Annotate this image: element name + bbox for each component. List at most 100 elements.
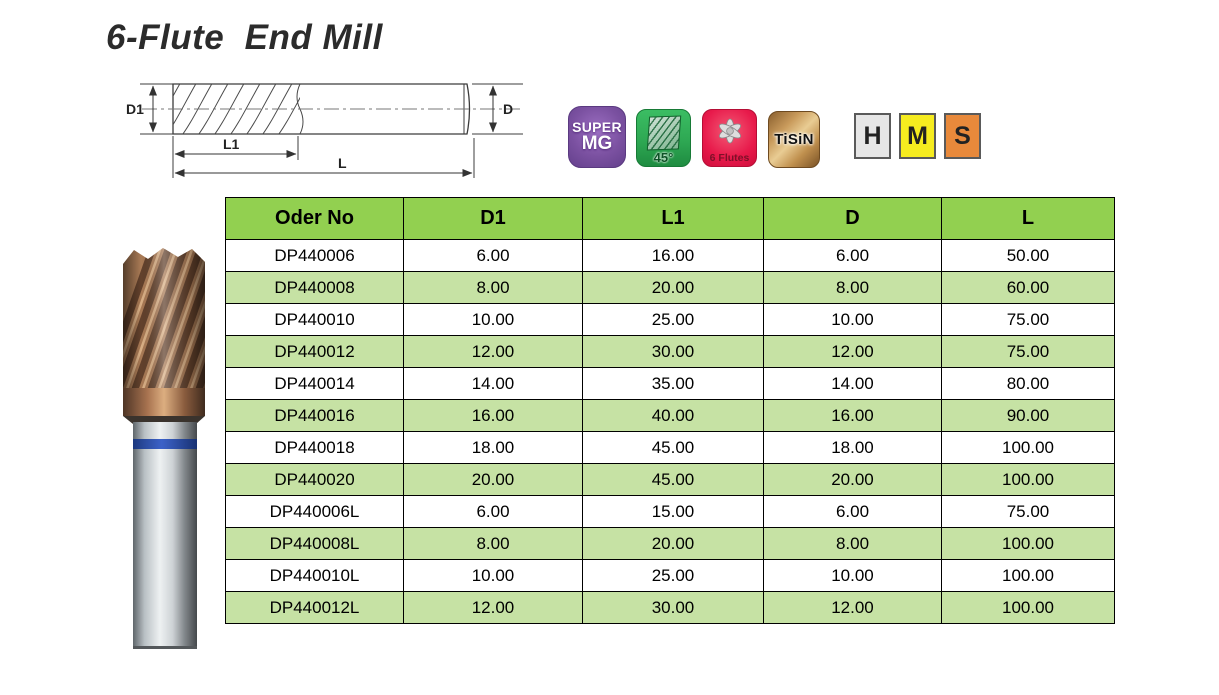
value-cell: 10.00 bbox=[763, 303, 942, 336]
column-header-oder-no: Oder No bbox=[225, 197, 404, 240]
table-row: DP440016 16.00 40.00 16.00 90.00 bbox=[225, 399, 1115, 432]
material-badge-m: M bbox=[899, 113, 936, 159]
value-cell: 10.00 bbox=[403, 559, 583, 592]
table-row: DP440008 8.00 20.00 8.00 60.00 bbox=[225, 271, 1115, 304]
value-cell: 6.00 bbox=[763, 495, 942, 528]
end-mill-photo bbox=[123, 248, 205, 649]
value-cell: 100.00 bbox=[941, 431, 1115, 464]
value-cell: 100.00 bbox=[941, 527, 1115, 560]
value-cell: 6.00 bbox=[763, 239, 942, 272]
value-cell: 8.00 bbox=[763, 271, 942, 304]
value-cell: 60.00 bbox=[941, 271, 1115, 304]
badge-super-mg: SUPER MG bbox=[568, 106, 626, 168]
value-cell: 30.00 bbox=[582, 335, 764, 368]
badge-tisin-coating: TiSiN bbox=[768, 111, 820, 168]
value-cell: 14.00 bbox=[763, 367, 942, 400]
photo-collar bbox=[123, 388, 205, 416]
order-no-cell: DP440006L bbox=[225, 495, 404, 528]
material-h-label: H bbox=[863, 121, 882, 150]
value-cell: 16.00 bbox=[763, 399, 942, 432]
dim-label-l1: L1 bbox=[223, 136, 240, 152]
table-row: DP440012 12.00 30.00 12.00 75.00 bbox=[225, 335, 1115, 368]
column-header-d1: D1 bbox=[403, 197, 583, 240]
value-cell: 8.00 bbox=[403, 527, 583, 560]
dim-label-d1: D1 bbox=[126, 101, 144, 117]
badge-45-degree: 45° bbox=[636, 109, 691, 167]
value-cell: 100.00 bbox=[941, 463, 1115, 496]
order-no-cell: DP440010L bbox=[225, 559, 404, 592]
value-cell: 20.00 bbox=[582, 527, 764, 560]
value-cell: 10.00 bbox=[403, 303, 583, 336]
table-header-row: Oder No D1 L1 D L bbox=[225, 197, 1115, 240]
tisin-label: TiSiN bbox=[774, 131, 814, 148]
value-cell: 100.00 bbox=[941, 559, 1115, 592]
value-cell: 90.00 bbox=[941, 399, 1115, 432]
value-cell: 14.00 bbox=[403, 367, 583, 400]
value-cell: 45.00 bbox=[582, 431, 764, 464]
material-badge-h: H bbox=[854, 113, 891, 159]
table-row: DP440020 20.00 45.00 20.00 100.00 bbox=[225, 463, 1115, 496]
value-cell: 10.00 bbox=[763, 559, 942, 592]
spec-table: Oder No D1 L1 D L DP440006 6.00 16.00 6.00 50.00… bbox=[225, 197, 1115, 624]
value-cell: 75.00 bbox=[941, 303, 1115, 336]
table-row: DP440010 10.00 25.00 10.00 75.00 bbox=[225, 303, 1115, 336]
value-cell: 15.00 bbox=[582, 495, 764, 528]
material-s-label: S bbox=[954, 121, 971, 150]
badge-6-flutes: 6 Flutes bbox=[702, 109, 757, 167]
column-header-l1: L1 bbox=[582, 197, 764, 240]
value-cell: 16.00 bbox=[582, 239, 764, 272]
order-no-cell: DP440012 bbox=[225, 335, 404, 368]
value-cell: 12.00 bbox=[763, 591, 942, 624]
table-row: DP440018 18.00 45.00 18.00 100.00 bbox=[225, 431, 1115, 464]
value-cell: 18.00 bbox=[763, 431, 942, 464]
super-mg-text-top: SUPER bbox=[572, 118, 622, 135]
value-cell: 6.00 bbox=[403, 495, 583, 528]
table-body: DP440006 6.00 16.00 6.00 50.00 DP440008 8.00 20… bbox=[225, 239, 1115, 624]
order-no-cell: DP440014 bbox=[225, 367, 404, 400]
flute-spirals bbox=[173, 84, 300, 134]
material-m-label: M bbox=[907, 121, 928, 150]
photo-blue-ring bbox=[133, 439, 197, 449]
value-cell: 16.00 bbox=[403, 399, 583, 432]
order-no-cell: DP440016 bbox=[225, 399, 404, 432]
photo-shank bbox=[133, 422, 197, 648]
flute-cross-section-icon bbox=[718, 118, 741, 144]
value-cell: 12.00 bbox=[403, 335, 583, 368]
value-cell: 20.00 bbox=[403, 463, 583, 496]
table-row: DP440012L 12.00 30.00 12.00 100.00 bbox=[225, 591, 1115, 624]
table-row: DP440006 6.00 16.00 6.00 50.00 bbox=[225, 239, 1115, 272]
value-cell: 75.00 bbox=[941, 335, 1115, 368]
table-row: DP440010L 10.00 25.00 10.00 100.00 bbox=[225, 559, 1115, 592]
value-cell: 40.00 bbox=[582, 399, 764, 432]
dim-label-l: L bbox=[338, 155, 347, 171]
order-no-cell: DP440008 bbox=[225, 271, 404, 304]
angle-label: 45° bbox=[653, 150, 674, 165]
dim-label-d: D bbox=[503, 101, 513, 117]
value-cell: 45.00 bbox=[582, 463, 764, 496]
value-cell: 6.00 bbox=[403, 239, 583, 272]
value-cell: 50.00 bbox=[941, 239, 1115, 272]
hatched-square-icon bbox=[646, 115, 681, 151]
value-cell: 30.00 bbox=[582, 591, 764, 624]
value-cell: 12.00 bbox=[763, 335, 942, 368]
value-cell: 35.00 bbox=[582, 367, 764, 400]
super-mg-text-bottom: MG bbox=[581, 133, 613, 155]
value-cell: 25.00 bbox=[582, 303, 764, 336]
table-row: DP440014 14.00 35.00 14.00 80.00 bbox=[225, 367, 1115, 400]
value-cell: 100.00 bbox=[941, 591, 1115, 624]
value-cell: 75.00 bbox=[941, 495, 1115, 528]
order-no-cell: DP440010 bbox=[225, 303, 404, 336]
material-badge-s: S bbox=[944, 113, 981, 159]
value-cell: 12.00 bbox=[403, 591, 583, 624]
value-cell: 8.00 bbox=[403, 271, 583, 304]
end-mill-dimension-diagram: D1 D L1 L bbox=[126, 83, 523, 178]
order-no-cell: DP440008L bbox=[225, 527, 404, 560]
page-title: 6-Flute End Mill bbox=[106, 18, 383, 57]
value-cell: 20.00 bbox=[763, 463, 942, 496]
photo-flute-section bbox=[123, 248, 205, 388]
table-row: DP440006L 6.00 15.00 6.00 75.00 bbox=[225, 495, 1115, 528]
order-no-cell: DP440020 bbox=[225, 463, 404, 496]
value-cell: 80.00 bbox=[941, 367, 1115, 400]
value-cell: 8.00 bbox=[763, 527, 942, 560]
